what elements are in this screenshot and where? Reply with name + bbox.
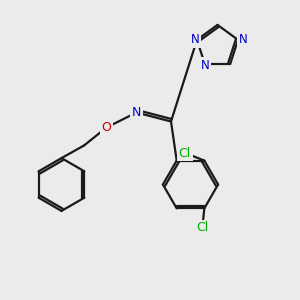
Text: N: N <box>132 106 141 119</box>
Text: Cl: Cl <box>179 147 191 160</box>
Text: Cl: Cl <box>197 221 209 234</box>
Text: N: N <box>239 33 248 46</box>
Text: O: O <box>102 121 111 134</box>
Text: N: N <box>191 33 200 46</box>
Text: N: N <box>200 59 209 72</box>
